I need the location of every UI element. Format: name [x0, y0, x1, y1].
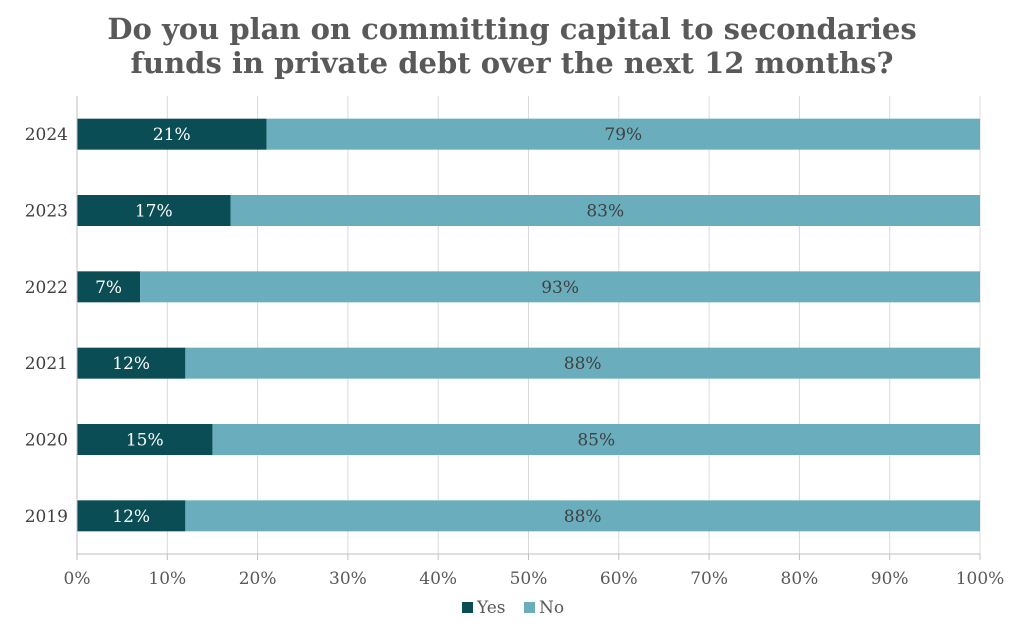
category-label: 2019 [25, 507, 68, 527]
data-label: 88% [564, 354, 602, 374]
bars: 21% 79% 17% 83% 7% 93% 12% 88% 15% 85% 12% 88% [77, 118, 981, 532]
gridlines [166, 96, 981, 554]
bar-yes-2020 [77, 424, 213, 455]
chart-title-line-1: Do you plan on committing capital to sec… [107, 12, 917, 46]
data-label: 12% [112, 507, 150, 527]
category-label: 2021 [25, 354, 68, 374]
x-tick-label: 100% [956, 569, 1005, 589]
bar-yes-2023 [77, 195, 231, 226]
x-tick-label: 40% [419, 569, 457, 589]
legend: Yes No [462, 598, 564, 618]
chart-title: Do you plan on committing capital to sec… [0, 12, 1024, 80]
x-tick-label: 0% [64, 569, 91, 589]
axes: 0% 10% 20% 30% 40% 50% 60% 70% 80% 90% 100% 2024 202… [25, 96, 1005, 589]
x-tick-label: 60% [600, 569, 638, 589]
bar-yes-2021 [77, 347, 186, 379]
data-label: 79% [604, 125, 642, 145]
bar-no-2024 [266, 118, 980, 150]
bar-yes-2024 [77, 118, 267, 150]
data-label: 85% [577, 431, 615, 451]
category-label: 2024 [25, 125, 68, 145]
legend-swatch-yes [462, 602, 473, 613]
legend-swatch-no [524, 602, 535, 613]
x-tick-label: 90% [871, 569, 909, 589]
x-tick-label: 80% [781, 569, 819, 589]
chart-title-line-2: funds in private debt over the next 12 m… [130, 46, 894, 80]
legend-label-yes: Yes [476, 598, 506, 618]
data-label: 12% [112, 354, 150, 374]
bar-no-2021 [185, 347, 981, 379]
x-tick-label: 20% [239, 569, 277, 589]
category-label: 2022 [25, 278, 68, 298]
x-tick-label: 30% [329, 569, 367, 589]
x-tick-label: 10% [148, 569, 186, 589]
x-tick-label: 50% [510, 569, 548, 589]
data-label: 17% [135, 202, 173, 222]
category-label: 2020 [25, 431, 68, 451]
legend-label-no: No [539, 598, 564, 618]
data-label: 7% [95, 278, 122, 298]
data-label: 21% [153, 125, 191, 145]
bar-no-2019 [185, 500, 981, 532]
data-label: 88% [564, 507, 602, 527]
bar-no-2023 [230, 195, 980, 226]
category-label: 2023 [25, 202, 68, 222]
data-label: 15% [126, 431, 164, 451]
bar-no-2020 [212, 424, 980, 455]
data-label: 83% [586, 202, 624, 222]
data-label: 93% [541, 278, 579, 298]
bar-yes-2022 [77, 271, 141, 303]
bar-yes-2019 [77, 500, 186, 532]
x-tick-label: 70% [690, 569, 728, 589]
bar-no-2022 [140, 271, 980, 303]
